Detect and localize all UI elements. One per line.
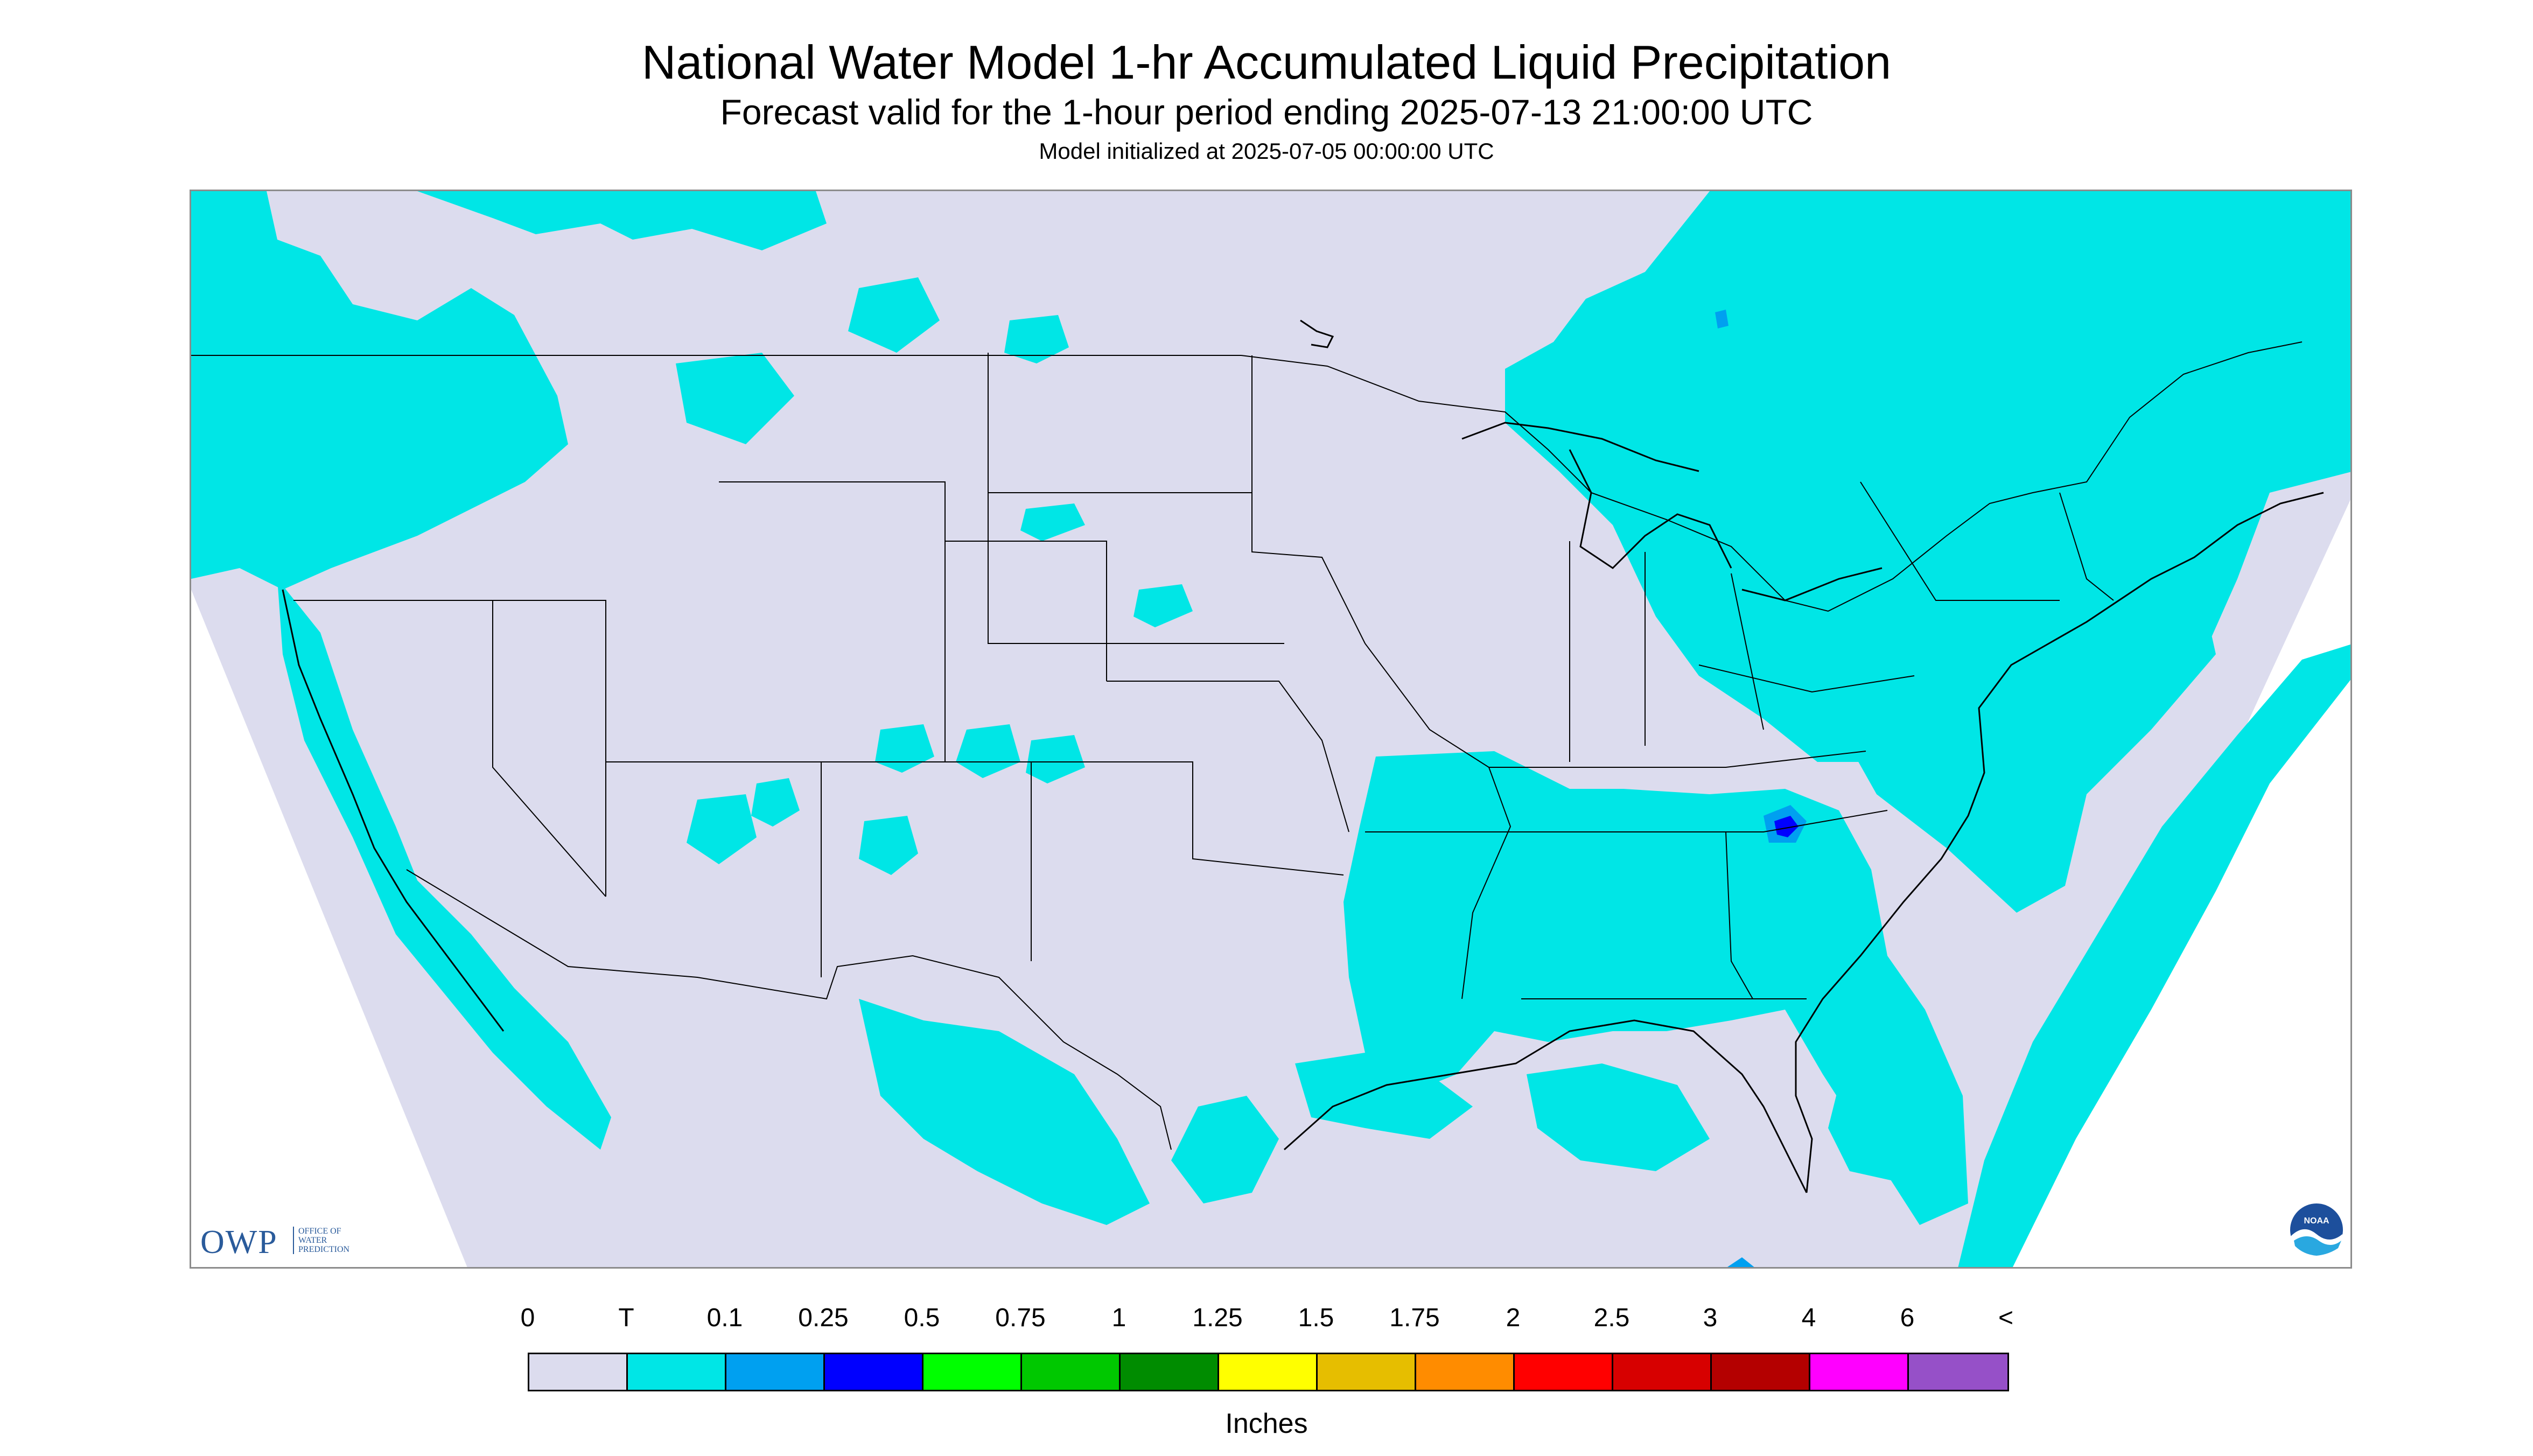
legend-tick-label: 0 (520, 1304, 535, 1332)
precip-arizona-south (859, 816, 918, 875)
precip-south-dot (1727, 1257, 1754, 1267)
coast-lake-superior (1461, 422, 1699, 472)
outside-domain-right (1996, 500, 2350, 1267)
coast-atlantic (1795, 492, 2324, 1193)
colorbar-swatch (1022, 1354, 1121, 1390)
heavier-precip (1715, 310, 1807, 1267)
precip-pacific-coast (277, 579, 611, 1150)
precip-montana (1004, 315, 1069, 363)
map-canvas (191, 191, 2350, 1267)
border-ok (1031, 761, 1344, 876)
coast-gulf (1284, 1019, 1808, 1193)
precip-caribbean (1828, 1085, 1914, 1182)
border-east (1241, 341, 2303, 612)
coast-lake-michigan (1569, 449, 1732, 569)
legend-tick-label: 6 (1900, 1304, 1915, 1332)
noaa-logo-label: NOAA (2304, 1216, 2329, 1226)
colorbar-swatch (825, 1354, 923, 1390)
colorbar-swatch (628, 1354, 726, 1390)
owp-logo-text: Office of Water Prediction (293, 1227, 368, 1254)
colorbar-swatch (1613, 1354, 1712, 1390)
colorbar-swatch (726, 1354, 825, 1390)
border-ks (1107, 681, 1349, 832)
colorbar-swatch (1909, 1354, 2007, 1390)
precip-western-canada (417, 191, 827, 250)
border-ga-al (1725, 831, 1753, 999)
us-mexico-border (406, 869, 1172, 1150)
legend-tick-label: 1.75 (1389, 1304, 1440, 1332)
owp-logo-mark: OWP (200, 1224, 278, 1261)
precip-southeast (1344, 751, 1968, 1225)
precip-new-mexico-a (956, 724, 1020, 778)
colorbar-swatch (1121, 1354, 1219, 1390)
map-title: National Water Model 1-hr Accumulated Li… (641, 36, 1892, 89)
legend-tick-label: 0.75 (995, 1304, 1046, 1332)
precip-arizona-north (751, 778, 800, 827)
legend-tick-label: < (1998, 1304, 2014, 1332)
colorbar-swatch (1416, 1354, 1515, 1390)
noaa-logo-icon: NOAA (2289, 1202, 2344, 1258)
precip-lake-dot (1715, 310, 1729, 328)
border-mn (1251, 355, 1366, 644)
precip-alberta (848, 277, 940, 353)
precip-southern-mexico (1171, 1096, 1279, 1203)
legend-tick-label: 2.5 (1593, 1304, 1630, 1332)
owp-logo: OWP Office of Water Prediction (200, 1221, 373, 1264)
coast-pacific (282, 589, 505, 1032)
border-ca (492, 600, 606, 897)
precip-colorbar (528, 1353, 2009, 1391)
legend-tick-label: 2 (1506, 1304, 1521, 1332)
colorbar-swatch (1515, 1354, 1613, 1390)
border-nv (293, 600, 606, 897)
precip-new-mexico-b (1026, 735, 1085, 783)
legend-tick-label: 0.1 (706, 1304, 743, 1332)
precip-colorado (875, 724, 934, 773)
lake-of-the-woods (1300, 319, 1334, 348)
border-wv-va (1698, 664, 1915, 693)
legend-tick-label: 1 (1111, 1304, 1126, 1332)
legend-units: Inches (1225, 1408, 1308, 1439)
border-tn-nc (1365, 810, 1888, 832)
precip-western-mexico (859, 999, 1150, 1225)
legend-tick-label: 3 (1703, 1304, 1718, 1332)
colorbar-swatch (529, 1354, 628, 1390)
legend-tick-label: T (618, 1304, 634, 1332)
political-boundaries (191, 341, 2303, 1150)
colorbar-swatch (1712, 1354, 1810, 1390)
border-wy (719, 481, 1107, 681)
border-ms (1365, 643, 1512, 999)
trace-precip-areas (191, 191, 2350, 1267)
colorbar-swatch (1810, 1354, 1909, 1390)
border-nd-sd-ne (988, 353, 1284, 644)
colorbar-swatch (1219, 1354, 1318, 1390)
border-oh-pa (1731, 573, 1764, 730)
colorbar-swatch (923, 1354, 1022, 1390)
legend-tick-label: 0.5 (904, 1304, 940, 1332)
precip-blue (1774, 816, 1799, 837)
legend-labels: 0 T 0.1 0.25 0.5 0.75 1 1.25 1.5 1.75 2 2.5 3 4 6 < (506, 1302, 2025, 1340)
legend-tick-label: 4 (1801, 1304, 1816, 1332)
precip-dakota (1133, 584, 1193, 627)
precip-pacific-northwest (191, 191, 568, 590)
precip-wyoming (1020, 503, 1085, 541)
legend-tick-label: 1.25 (1192, 1304, 1243, 1332)
coast-lake-erie (1741, 567, 1883, 601)
border-tn-ky (1489, 751, 1866, 768)
precip-gulf-coast (1295, 1053, 1473, 1139)
precip-gulf-offshore (1527, 1063, 1710, 1171)
colorbar-swatch (1318, 1354, 1416, 1390)
precip-arizona-central (703, 805, 751, 843)
model-init-note: Model initialized at 2025-07-05 00:00:00… (1039, 138, 1494, 164)
legend-tick-label: 0.25 (798, 1304, 849, 1332)
precip-atlantic-offshore (1958, 644, 2350, 1267)
forecast-valid-subtitle: Forecast valid for the 1-hour period end… (720, 92, 1813, 132)
border-new-england (2059, 492, 2114, 601)
coastlines (282, 319, 2324, 1193)
precipitation-map (190, 190, 2352, 1269)
legend-tick-label: 1.5 (1298, 1304, 1334, 1332)
precip-mid-atlantic (1817, 471, 2216, 913)
border-ny-pa (1860, 481, 2060, 601)
precip-idaho (676, 353, 794, 444)
